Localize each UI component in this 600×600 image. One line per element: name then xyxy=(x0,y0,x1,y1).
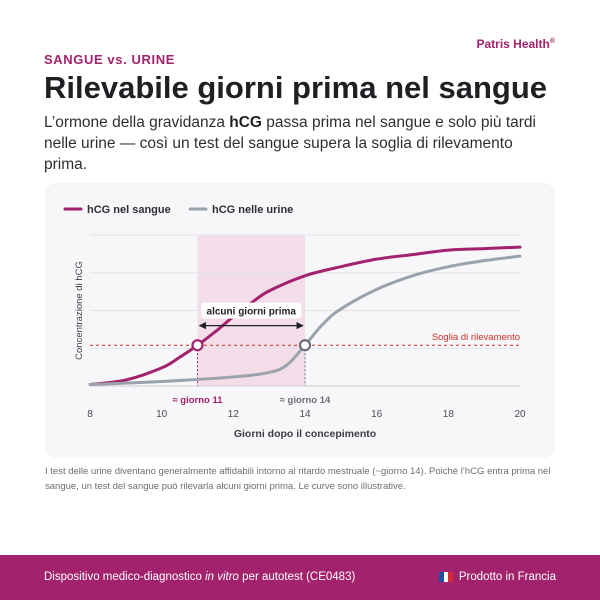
legend-label: hCG nel sangue xyxy=(87,204,171,216)
x-tick-label: 18 xyxy=(443,409,455,420)
x-tick-label: 10 xyxy=(156,409,168,420)
intro-pre: L’ormone della gravidanza xyxy=(44,114,230,131)
y-axis-label: Concentrazione di hCG xyxy=(74,261,85,360)
flag-stripe xyxy=(438,572,444,582)
marker-label: ≈ giorno 11 xyxy=(172,395,223,406)
intro-bold: hCG xyxy=(229,114,262,131)
span-label: alcuni giorni prima xyxy=(207,307,297,318)
brand-logo: Patris Health® xyxy=(476,37,555,51)
span-label-bg xyxy=(201,302,302,319)
flag-stripe xyxy=(448,572,453,582)
marker-label: ≈ giorno 14 xyxy=(280,395,331,406)
threshold-crossing-point xyxy=(191,339,204,352)
x-tick-label: 20 xyxy=(514,409,526,420)
x-tick-label: 12 xyxy=(228,409,240,420)
intro-post: passa prima nel sangue e solo più tardi … xyxy=(44,114,536,173)
hcg-chart: 8 10 12 14 16 18 20 Giorni dopo il concepimento… xyxy=(63,204,526,440)
eyebrow: SANGUE vs. URINE xyxy=(44,52,175,67)
footer-left-pre: Dispositivo medico-diagnostico xyxy=(44,571,206,583)
x-tick-label: 8 xyxy=(87,409,93,420)
footer-origin-text: Prodotto in Francia xyxy=(458,571,556,583)
footer-origin: Prodotto in Francia xyxy=(438,571,556,583)
footnote: I test delle urine diventano generalment… xyxy=(45,466,551,492)
x-tick-label: 14 xyxy=(299,409,311,420)
page-title: Rilevabile giorni prima nel sangue xyxy=(44,70,548,105)
france-flag-icon xyxy=(438,572,453,582)
x-tick-label: 16 xyxy=(371,409,383,420)
footer-left-post: per autotest (CE0483) xyxy=(238,571,356,583)
footer-certification: Dispositivo medico-diagnostico in vitro … xyxy=(44,571,355,583)
brand-mark: ® xyxy=(549,38,555,45)
chart-card: 8 10 12 14 16 18 20 Giorni dopo il concepimento… xyxy=(45,183,555,458)
footer-left-em: in vitro xyxy=(205,571,239,583)
flag-stripe xyxy=(443,572,449,582)
series-line-blood xyxy=(88,245,522,386)
intro-text: L’ormone della gravidanza hCG passa prim… xyxy=(44,112,554,175)
series-line-urine xyxy=(88,254,522,386)
threshold-crossing-point xyxy=(298,339,312,352)
x-axis-label: Giorni dopo il concepimento xyxy=(234,428,376,440)
threshold-label: Soglia di rilevamento xyxy=(432,332,520,343)
brand-name: Patris Health xyxy=(476,37,550,51)
legend-label: hCG nelle urine xyxy=(212,204,293,216)
footer-bar: Dispositivo medico-diagnostico in vitro … xyxy=(0,555,600,600)
